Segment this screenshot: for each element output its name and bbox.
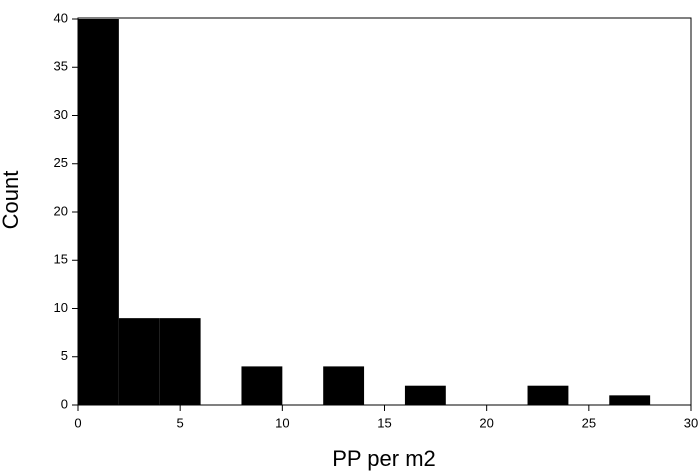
y-tick-label: 20 xyxy=(54,203,68,218)
y-tick-label: 15 xyxy=(54,252,68,267)
y-tick-label: 30 xyxy=(54,107,68,122)
bar xyxy=(118,318,160,405)
bar xyxy=(323,366,365,405)
bar xyxy=(404,385,446,405)
y-tick-label: 40 xyxy=(54,10,68,25)
bar xyxy=(159,318,201,405)
y-tick-label: 35 xyxy=(54,59,68,74)
bar xyxy=(527,385,569,405)
bar xyxy=(609,395,651,405)
x-tick-label: 5 xyxy=(177,415,184,430)
x-axis-title: PP per m2 xyxy=(332,446,436,471)
x-tick-label: 30 xyxy=(684,415,698,430)
y-tick-label: 5 xyxy=(61,348,68,363)
x-tick-label: 10 xyxy=(275,415,289,430)
y-tick-label: 10 xyxy=(54,300,68,315)
x-tick-label: 20 xyxy=(479,415,493,430)
bar xyxy=(241,366,283,405)
x-tick-label: 15 xyxy=(377,415,391,430)
bar xyxy=(78,19,119,405)
x-tick-label: 0 xyxy=(74,415,81,430)
y-tick-label: 0 xyxy=(61,396,68,411)
x-tick-label: 25 xyxy=(582,415,596,430)
y-tick-label: 25 xyxy=(54,155,68,170)
y-axis-title: Count xyxy=(0,171,23,230)
